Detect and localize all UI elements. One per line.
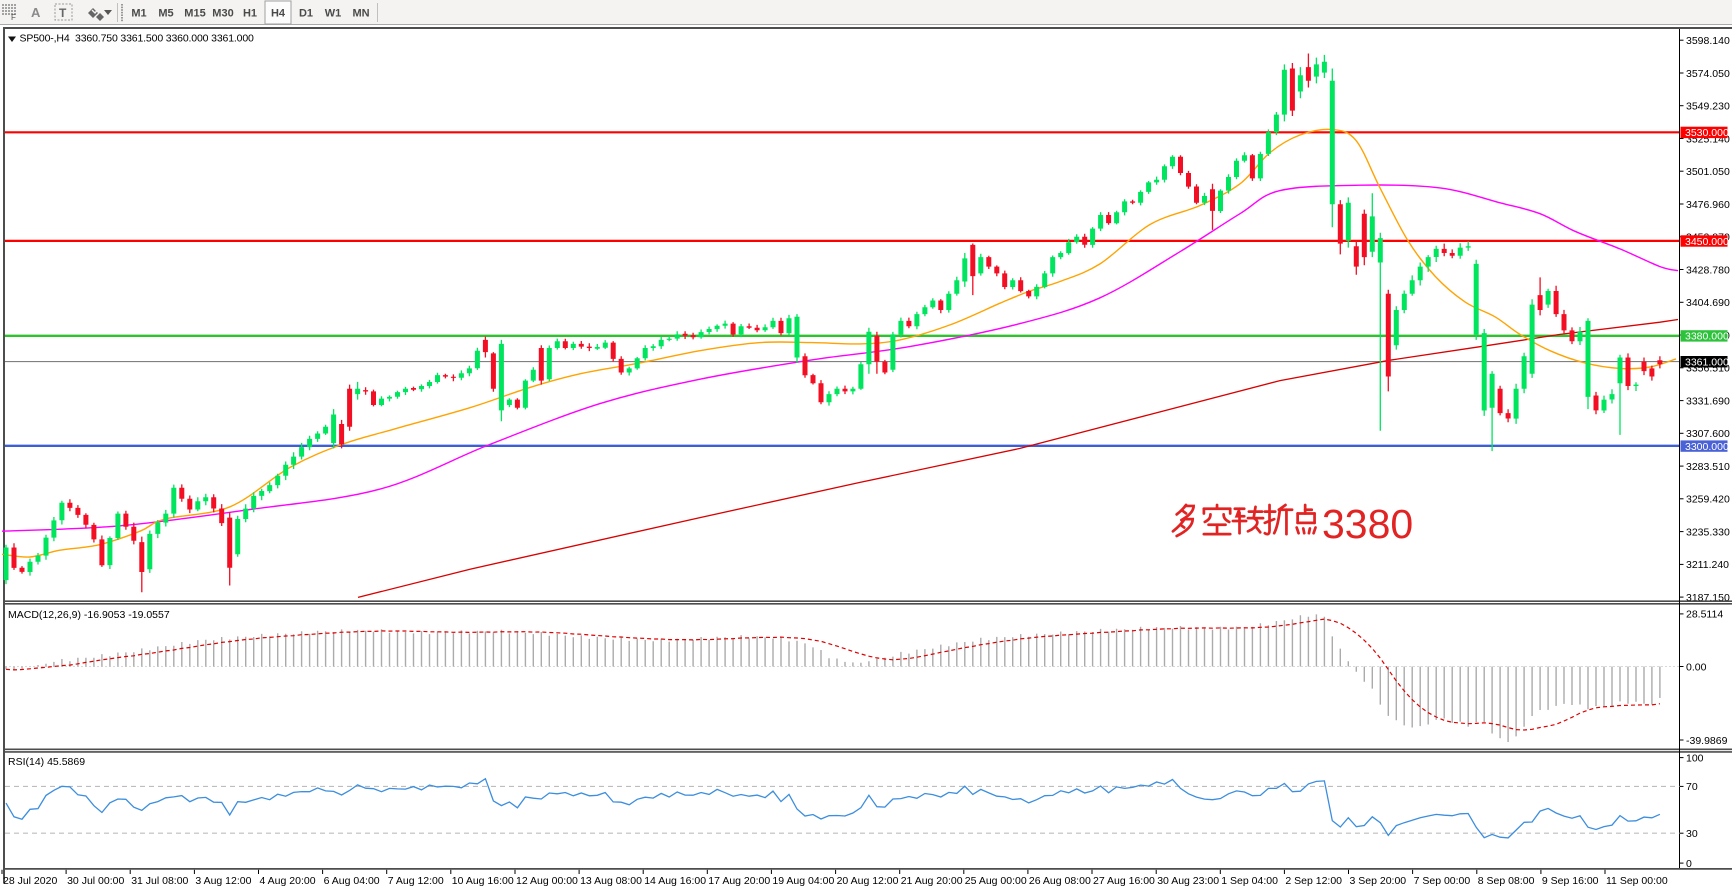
svg-text:3 Sep 20:00: 3 Sep 20:00 (1350, 875, 1407, 887)
svg-text:30 Jul 00:00: 30 Jul 00:00 (67, 875, 124, 887)
svg-text:13 Aug 08:00: 13 Aug 08:00 (580, 875, 642, 887)
svg-text:3450.000: 3450.000 (1685, 236, 1729, 248)
svg-text:31 Jul 08:00: 31 Jul 08:00 (131, 875, 188, 887)
svg-text:M1: M1 (131, 8, 146, 20)
svg-text:21 Aug 20:00: 21 Aug 20:00 (901, 875, 963, 887)
svg-text:26 Aug 08:00: 26 Aug 08:00 (1029, 875, 1091, 887)
svg-text:12 Aug 00:00: 12 Aug 00:00 (516, 875, 578, 887)
svg-text:MN: MN (352, 8, 369, 20)
svg-text:3380.000: 3380.000 (1685, 331, 1729, 343)
svg-text:3259.420: 3259.420 (1686, 494, 1730, 506)
svg-text:7 Aug 12:00: 7 Aug 12:00 (388, 875, 444, 887)
svg-text:3428.780: 3428.780 (1686, 264, 1730, 276)
svg-text:10 Aug 16:00: 10 Aug 16:00 (452, 875, 514, 887)
svg-text:T: T (59, 6, 67, 20)
svg-text:3501.050: 3501.050 (1686, 166, 1730, 178)
svg-text:3380: 3380 (1322, 501, 1413, 547)
svg-text:17 Aug 20:00: 17 Aug 20:00 (708, 875, 770, 887)
svg-text:8 Sep 08:00: 8 Sep 08:00 (1478, 875, 1535, 887)
svg-text:3476.960: 3476.960 (1686, 199, 1730, 211)
svg-text:9 Sep 16:00: 9 Sep 16:00 (1542, 875, 1599, 887)
svg-text:A: A (31, 5, 41, 20)
svg-text:20 Aug 12:00: 20 Aug 12:00 (837, 875, 899, 887)
svg-text:25 Aug 00:00: 25 Aug 00:00 (965, 875, 1027, 887)
svg-text:2 Sep 12:00: 2 Sep 12:00 (1285, 875, 1342, 887)
svg-text:30: 30 (1686, 828, 1698, 840)
svg-text:3404.690: 3404.690 (1686, 297, 1730, 309)
svg-text:M5: M5 (158, 8, 173, 20)
svg-text:30 Aug 23:00: 30 Aug 23:00 (1157, 875, 1219, 887)
svg-text:3 Aug 12:00: 3 Aug 12:00 (195, 875, 251, 887)
svg-text:3598.140: 3598.140 (1686, 35, 1730, 47)
svg-text:19 Aug 04:00: 19 Aug 04:00 (772, 875, 834, 887)
svg-text:28.5114: 28.5114 (1686, 609, 1723, 621)
svg-text:H4: H4 (271, 8, 286, 20)
svg-text:6 Aug 04:00: 6 Aug 04:00 (324, 875, 380, 887)
svg-text:3283.510: 3283.510 (1686, 461, 1730, 473)
svg-text:3307.600: 3307.600 (1686, 428, 1730, 440)
svg-text:27 Aug 16:00: 27 Aug 16:00 (1093, 875, 1155, 887)
svg-text:11 Sep 00:00: 11 Sep 00:00 (1606, 875, 1668, 887)
svg-text:MACD(12,26,9) -16.9053 -19.055: MACD(12,26,9) -16.9053 -19.0557 (8, 609, 170, 621)
svg-text:3331.690: 3331.690 (1686, 395, 1730, 407)
svg-text:W1: W1 (325, 8, 342, 20)
svg-text:3530.000: 3530.000 (1685, 127, 1729, 139)
svg-text:70: 70 (1686, 781, 1698, 793)
svg-text:4 Aug 20:00: 4 Aug 20:00 (260, 875, 316, 887)
svg-text:RSI(14) 45.5869: RSI(14) 45.5869 (8, 756, 85, 768)
svg-text:SP500-,H4 3360.750 3361.500 3: SP500-,H4 3360.750 3361.500 3360.000 336… (20, 33, 255, 45)
svg-text:14 Aug 16:00: 14 Aug 16:00 (644, 875, 706, 887)
svg-text:0.00: 0.00 (1686, 661, 1707, 673)
svg-text:M15: M15 (184, 8, 205, 20)
svg-text:D1: D1 (299, 8, 313, 20)
svg-text:-39.9869: -39.9869 (1686, 735, 1728, 747)
svg-text:3211.240: 3211.240 (1686, 559, 1729, 571)
svg-text:100: 100 (1686, 752, 1704, 764)
svg-text:M30: M30 (212, 8, 233, 20)
svg-text:0: 0 (1686, 858, 1692, 870)
svg-text:3235.330: 3235.330 (1686, 526, 1730, 538)
svg-text:3549.230: 3549.230 (1686, 101, 1730, 113)
svg-text:H1: H1 (243, 8, 257, 20)
svg-text:28 Jul 2020: 28 Jul 2020 (3, 875, 57, 887)
svg-text:7 Sep 00:00: 7 Sep 00:00 (1414, 875, 1471, 887)
svg-text:3187.150: 3187.150 (1686, 592, 1730, 604)
svg-text:F: F (11, 13, 16, 22)
svg-text:3300.000: 3300.000 (1685, 441, 1729, 453)
svg-text:3361.000: 3361.000 (1685, 357, 1729, 369)
svg-text:1 Sep 04:00: 1 Sep 04:00 (1221, 875, 1278, 887)
svg-text:3574.050: 3574.050 (1686, 68, 1730, 80)
